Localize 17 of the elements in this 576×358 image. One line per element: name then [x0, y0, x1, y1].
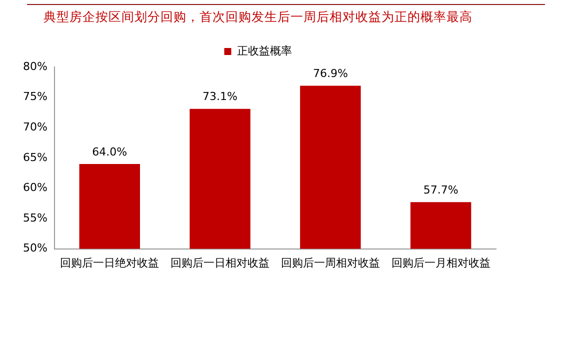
data-label: 76.9% — [312, 67, 348, 80]
data-label: 73.1% — [202, 90, 238, 104]
data-label: 64.0% — [92, 145, 128, 158]
y-tick-label: 70% — [22, 120, 48, 134]
y-tick-label: 50% — [22, 242, 48, 255]
x-tick-label: 回购后一日绝对收益 — [60, 256, 160, 270]
y-tick-label: 55% — [22, 211, 48, 224]
x-tick-label: 回购后一周相对收益 — [280, 256, 380, 270]
chart-title: 典型房企按区间划分回购，首次回购发生后一周后相对收益为正的概率最高 — [42, 9, 474, 26]
data-label: 57.7% — [423, 183, 458, 196]
y-tick-label: 75% — [22, 90, 48, 104]
y-tick-label: 60% — [22, 181, 48, 194]
y-tick-label: 80% — [22, 60, 48, 73]
legend-label: 正收益概率 — [236, 44, 292, 58]
y-tick-label: 65% — [22, 150, 48, 164]
x-tick-label: 回购后一月相对收益 — [391, 256, 490, 270]
x-tick-label: 回购后一日相对收益 — [170, 256, 270, 270]
